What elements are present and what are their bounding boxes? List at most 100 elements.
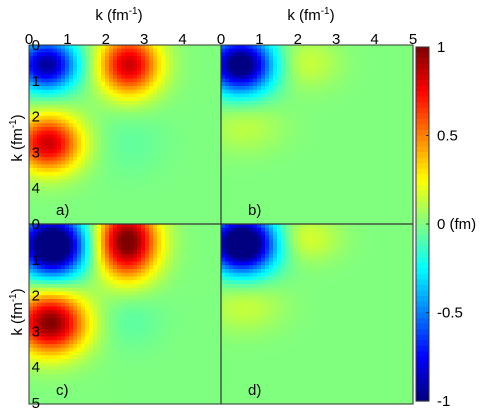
- heatmap-cell: [161, 156, 166, 162]
- heatmap-cell: [357, 97, 362, 102]
- heatmap-cell: [293, 220, 298, 225]
- heatmap-cell: [181, 127, 186, 132]
- heatmap-cell: [209, 175, 214, 180]
- heatmap-cell: [89, 89, 94, 95]
- heatmap-cell: [293, 153, 298, 158]
- heatmap-cell: [353, 112, 358, 117]
- heatmap-cell: [365, 160, 370, 165]
- heatmap-cell: [125, 119, 130, 124]
- heatmap-cell: [289, 67, 294, 72]
- heatmap-cell: [77, 220, 82, 225]
- heatmap-cell: [341, 182, 346, 188]
- heatmap-cell: [385, 104, 390, 109]
- heatmap-cell: [93, 86, 98, 91]
- heatmap-cell: [65, 239, 70, 244]
- heatmap-cell: [241, 78, 246, 83]
- heatmap-cell: [313, 134, 318, 139]
- heatmap-cell: [145, 168, 150, 173]
- heatmap-cell: [173, 186, 178, 192]
- heatmap-cell: [81, 227, 86, 233]
- heatmap-cell: [29, 130, 34, 136]
- heatmap-cell: [89, 130, 94, 136]
- heatmap-cell: [45, 239, 50, 244]
- heatmap-cell: [125, 171, 130, 177]
- heatmap-cell: [185, 45, 190, 50]
- heatmap-cell: [173, 242, 178, 248]
- heatmap-cell: [173, 130, 178, 136]
- heatmap-cell: [57, 227, 62, 233]
- heatmap-cell: [337, 182, 342, 188]
- heatmap-cell: [81, 141, 86, 147]
- heatmap-cell: [329, 205, 334, 210]
- heatmap-cell: [393, 141, 398, 147]
- heatmap-cell: [33, 227, 38, 233]
- heatmap-cell: [337, 209, 342, 214]
- heatmap-cell: [301, 145, 306, 151]
- heatmap-cell: [113, 52, 118, 57]
- heatmap-cell: [49, 115, 54, 121]
- heatmap-cell: [101, 235, 106, 240]
- heatmap-cell: [365, 138, 370, 143]
- heatmap-cell: [369, 145, 374, 151]
- heatmap-cell: [265, 93, 270, 98]
- heatmap-cell: [349, 179, 354, 184]
- heatmap-cell: [245, 59, 250, 65]
- heatmap-cell: [189, 78, 194, 83]
- heatmap-cell: [97, 179, 102, 184]
- heatmap-cell: [57, 67, 62, 72]
- heatmap-cell: [333, 74, 338, 80]
- heatmap-cell: [125, 138, 130, 143]
- heatmap-cell: [137, 123, 142, 128]
- heatmap-cell: [205, 186, 210, 192]
- heatmap-cell: [153, 89, 158, 95]
- heatmap-cell: [149, 209, 154, 214]
- heatmap-cell: [201, 190, 206, 195]
- heatmap-cell: [117, 216, 122, 221]
- heatmap-cell: [365, 194, 370, 199]
- heatmap-cell: [213, 227, 218, 233]
- heatmap-cell: [393, 209, 398, 214]
- heatmap-cell: [125, 82, 130, 87]
- heatmap-cell: [45, 141, 50, 147]
- heatmap-cell: [117, 156, 122, 162]
- heatmap-cell: [197, 123, 202, 128]
- heatmap-cell: [289, 123, 294, 128]
- heatmap-cell: [133, 194, 138, 199]
- heatmap-cell: [385, 112, 390, 117]
- heatmap-cell: [405, 59, 410, 65]
- heatmap-cell: [57, 78, 62, 83]
- heatmap-cell: [193, 74, 198, 80]
- heatmap-cell: [221, 97, 226, 102]
- heatmap-cell: [193, 145, 198, 151]
- heatmap-cell: [297, 108, 302, 113]
- heatmap-cell: [317, 63, 322, 68]
- heatmap-cell: [189, 153, 194, 158]
- heatmap-cell: [337, 175, 342, 180]
- heatmap-cell: [217, 141, 222, 147]
- heatmap-cell: [57, 190, 62, 195]
- heatmap-cell: [349, 153, 354, 158]
- heatmap-cell: [105, 63, 110, 68]
- heatmap-cell: [113, 220, 118, 225]
- heatmap-cell: [257, 175, 262, 180]
- heatmap-cell: [81, 231, 86, 236]
- heatmap-cell: [201, 246, 206, 251]
- heatmap-cell: [381, 56, 386, 61]
- heatmap-cell: [29, 97, 34, 102]
- heatmap-cell: [257, 115, 262, 121]
- heatmap-cell: [73, 123, 78, 128]
- heatmap-cell: [337, 63, 342, 68]
- heatmap-cell: [309, 48, 314, 54]
- heatmap-cell: [285, 127, 290, 132]
- heatmap-cell: [313, 104, 318, 109]
- heatmap-cell: [81, 160, 86, 165]
- heatmap-cell: [33, 52, 38, 57]
- heatmap-cell: [153, 182, 158, 188]
- heatmap-cell: [293, 104, 298, 109]
- heatmap-cell: [141, 130, 146, 136]
- heatmap-cell: [213, 194, 218, 199]
- heatmap-cell: [117, 71, 122, 76]
- heatmap-cell: [385, 78, 390, 83]
- heatmap-cell: [73, 220, 78, 225]
- heatmap-cell: [349, 97, 354, 102]
